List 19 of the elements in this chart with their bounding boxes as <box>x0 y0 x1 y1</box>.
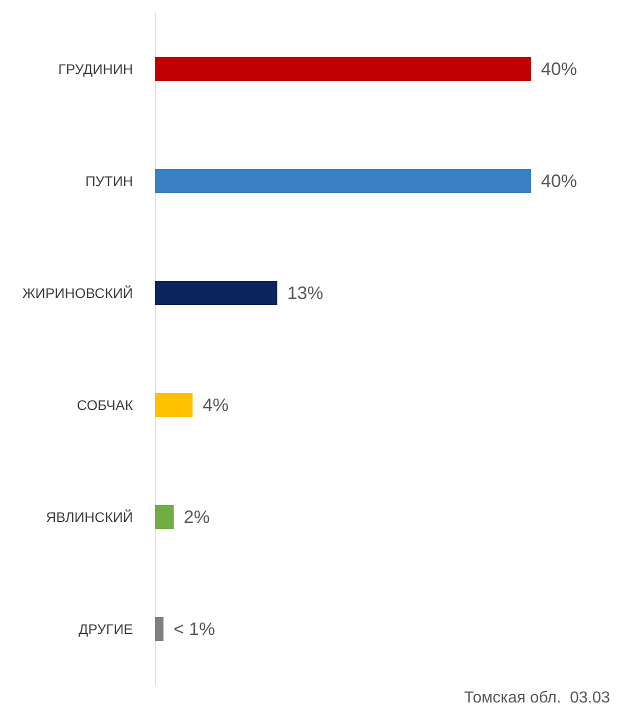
bar <box>155 169 531 193</box>
text: Томская обл. 03.03 <box>464 690 610 706</box>
data-label: 4% <box>202 395 229 415</box>
data-label: 40% <box>541 59 578 79</box>
y-tick-label: ЯВЛИНСКИЙ <box>46 509 133 525</box>
data-label: 40% <box>541 171 578 191</box>
y-tick-label: ПУТИН <box>85 173 133 189</box>
y-tick-label: СОБЧАК <box>76 397 134 413</box>
bar <box>155 393 193 417</box>
data-label: 2% <box>184 507 210 527</box>
y-tick-label: ДРУГИЕ <box>78 621 133 637</box>
y-tick-label: ЖИРИНОВСКИЙ <box>22 285 133 301</box>
y-tick-label: ГРУДИНИН <box>58 61 133 77</box>
bar <box>155 505 174 529</box>
data-label: < 1% <box>173 619 215 639</box>
bar <box>155 281 278 305</box>
bar <box>155 617 164 641</box>
bar <box>155 57 531 81</box>
data-label: 13% <box>287 283 324 303</box>
